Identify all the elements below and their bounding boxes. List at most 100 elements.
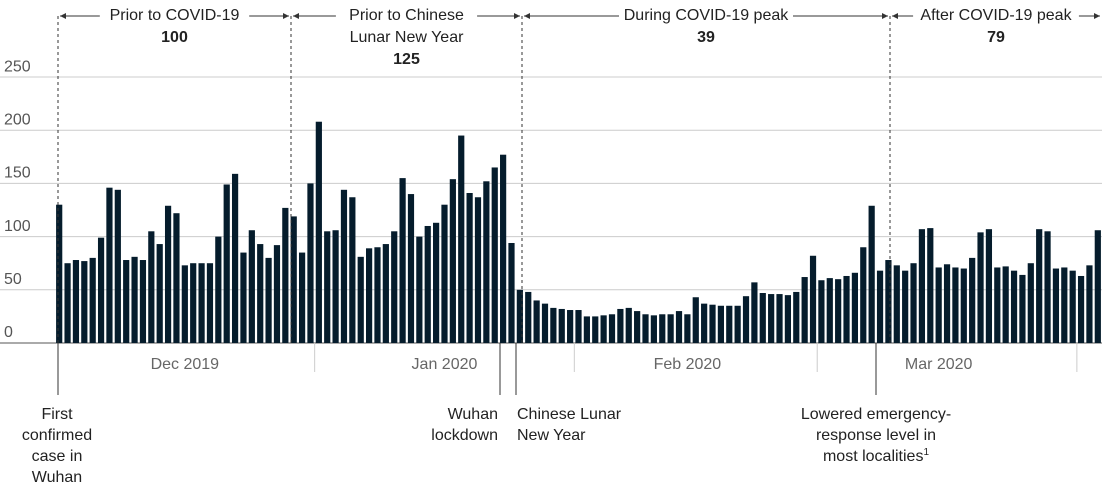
bar	[642, 314, 649, 343]
event-label: most localities1	[823, 447, 929, 466]
label-bg	[335, 6, 478, 26]
period-label: During COVID-19 peak	[624, 7, 790, 24]
bar	[818, 280, 825, 343]
event-label: First	[41, 406, 73, 423]
bar	[64, 263, 71, 343]
bar	[985, 229, 993, 343]
bar	[742, 296, 750, 343]
bar	[508, 242, 515, 343]
bar	[114, 189, 121, 343]
bar	[935, 267, 942, 343]
bar	[491, 167, 498, 343]
footnote: 1	[923, 447, 929, 458]
bar	[550, 307, 557, 343]
event-label: confirmed	[22, 427, 92, 444]
bar	[634, 311, 641, 343]
label-bg	[344, 28, 469, 48]
bar	[1010, 270, 1018, 343]
period-label: Lunar New Year	[350, 29, 465, 46]
bar	[667, 314, 674, 343]
bar	[257, 244, 264, 343]
bar	[809, 255, 817, 343]
bar	[835, 279, 842, 343]
bar	[717, 305, 724, 343]
bar	[298, 252, 306, 343]
bar	[525, 291, 532, 343]
bar	[910, 263, 917, 343]
bar	[324, 231, 331, 343]
bar	[441, 204, 448, 343]
bar	[851, 272, 859, 343]
bar	[608, 314, 616, 343]
bar	[709, 304, 716, 343]
bar	[952, 267, 959, 343]
bar	[349, 197, 356, 343]
bar	[734, 305, 741, 343]
period-value: 79	[987, 29, 1005, 46]
bar	[72, 260, 80, 343]
y-tick-label: 100	[4, 218, 31, 235]
y-tick-label: 0	[4, 324, 13, 341]
label-bg	[99, 6, 250, 26]
event-label: Wuhan	[448, 406, 498, 423]
bar	[366, 248, 373, 343]
event-label: lockdown	[431, 427, 498, 444]
bar	[751, 282, 758, 343]
bar	[675, 311, 683, 343]
x-tick-label: Dec 2019	[151, 356, 220, 373]
bar	[659, 314, 666, 343]
x-tick-label: Feb 2020	[654, 356, 722, 373]
bar	[650, 315, 657, 343]
bar	[340, 189, 348, 343]
bar	[474, 197, 482, 343]
bar	[801, 277, 808, 343]
bar	[885, 260, 892, 343]
bar	[558, 308, 565, 343]
bar	[282, 207, 289, 343]
bar	[600, 315, 607, 343]
label-bg	[619, 6, 793, 26]
bar	[223, 184, 230, 343]
period-label: Prior to COVID-19	[110, 7, 240, 24]
bar	[1052, 268, 1060, 343]
bar	[391, 231, 398, 343]
x-tick-label: Jan 2020	[412, 356, 478, 373]
bar	[516, 289, 523, 343]
y-tick-label: 250	[4, 58, 31, 75]
bar	[592, 316, 599, 343]
bar	[533, 300, 540, 343]
period-label: Prior to Chinese	[349, 7, 464, 24]
bar	[374, 247, 381, 343]
bar	[541, 303, 549, 343]
bar	[131, 256, 138, 343]
x-tick-label: Mar 2020	[905, 356, 973, 373]
event-label: Lowered emergency-	[801, 406, 951, 423]
bar	[826, 278, 833, 343]
bar	[156, 244, 163, 343]
period-value: 39	[697, 29, 715, 46]
bar	[726, 305, 733, 343]
y-tick-label: 200	[4, 111, 31, 128]
bar	[173, 213, 180, 343]
bar	[583, 316, 590, 343]
bar	[198, 263, 205, 343]
event-label: response level in	[816, 427, 936, 444]
bar	[1069, 270, 1076, 343]
bar	[416, 236, 423, 343]
bar	[1036, 229, 1043, 343]
bar	[625, 307, 632, 343]
bar	[315, 121, 322, 343]
bar	[567, 310, 574, 343]
bar	[483, 181, 490, 343]
bar	[943, 264, 951, 343]
bar	[399, 178, 406, 343]
bar	[382, 244, 389, 343]
event-label: case in	[32, 448, 83, 465]
bar	[684, 314, 691, 343]
bar	[759, 292, 766, 343]
bar	[357, 256, 364, 343]
bar	[1086, 265, 1093, 343]
bar	[1061, 267, 1068, 343]
bar	[248, 230, 255, 343]
